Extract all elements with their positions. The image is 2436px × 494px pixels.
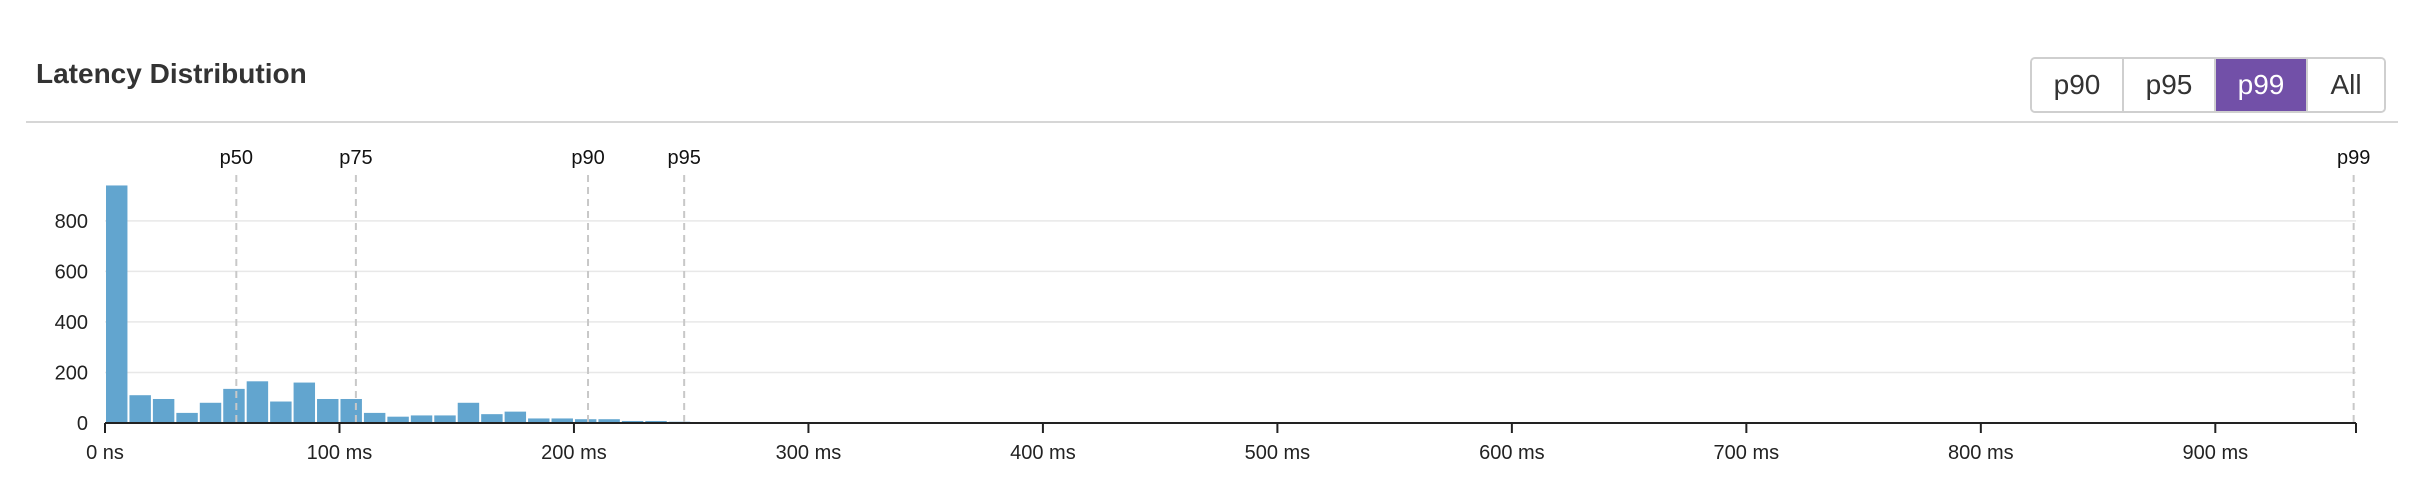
- histogram-bar: [199, 402, 222, 423]
- histogram-bar: [410, 415, 433, 423]
- percentile-toggle-group: p90 p95 p99 All: [2030, 57, 2386, 113]
- histogram-bar: [363, 412, 386, 423]
- histogram-bar: [528, 418, 550, 423]
- histogram-bar: [129, 395, 151, 423]
- histogram-bar: [574, 419, 597, 423]
- y-tick-label: 800: [55, 211, 88, 233]
- y-tick-label: 200: [55, 362, 88, 384]
- histogram-bar: [621, 420, 644, 423]
- histogram-bar: [340, 398, 362, 423]
- x-tick-label: 300 ms: [776, 442, 842, 464]
- x-tick-label: 200 ms: [541, 442, 607, 464]
- x-tick-label: 900 ms: [2183, 442, 2249, 464]
- percentile-marker-label: p50: [220, 147, 253, 169]
- x-tick-label: 600 ms: [1479, 442, 1545, 464]
- latency-histogram-chart: 0 200 400 600 800 p50 p75 p90 p95 p99 0 ns 100 ms 20…: [55, 147, 2371, 464]
- x-tick-label: 700 ms: [1714, 442, 1780, 464]
- chart-title: Latency Distribution: [36, 58, 307, 89]
- histogram-bar: [106, 185, 128, 423]
- header-divider: [26, 121, 2398, 123]
- histogram-bar: [551, 418, 573, 423]
- percentile-marker-label: p90: [571, 147, 604, 169]
- histogram-bar: [293, 382, 316, 423]
- p99-button[interactable]: p99: [2216, 59, 2308, 111]
- x-tick-label: 400 ms: [1010, 442, 1076, 464]
- y-tick-label: 600: [55, 261, 88, 283]
- p95-button[interactable]: p95: [2124, 59, 2216, 111]
- y-tick-label: 0: [77, 413, 88, 435]
- x-tick-label: 100 ms: [307, 442, 373, 464]
- histogram-bar: [152, 398, 175, 423]
- histogram-bar: [481, 414, 503, 423]
- x-tick-label: 800 ms: [1948, 442, 2014, 464]
- histogram-bar: [504, 411, 527, 423]
- p90-button[interactable]: p90: [2032, 59, 2124, 111]
- histogram-bar: [598, 419, 620, 423]
- histogram-bar: [387, 416, 409, 423]
- histogram-bar: [434, 415, 456, 423]
- histogram-bar: [317, 398, 339, 423]
- histogram-bar: [457, 402, 480, 423]
- all-button[interactable]: All: [2308, 59, 2384, 111]
- histogram-bar: [223, 388, 245, 423]
- x-tick-label: 500 ms: [1245, 442, 1311, 464]
- histogram-bar: [645, 420, 667, 423]
- x-tick-label: 0 ns: [86, 442, 124, 464]
- y-tick-label: 400: [55, 312, 88, 334]
- histogram-bar: [176, 412, 198, 423]
- percentile-marker-label: p75: [339, 147, 372, 169]
- histogram-bar: [246, 381, 269, 423]
- percentile-marker-label: p95: [667, 147, 700, 169]
- percentile-marker-label: p99: [2337, 147, 2370, 169]
- histogram-bar: [270, 401, 292, 423]
